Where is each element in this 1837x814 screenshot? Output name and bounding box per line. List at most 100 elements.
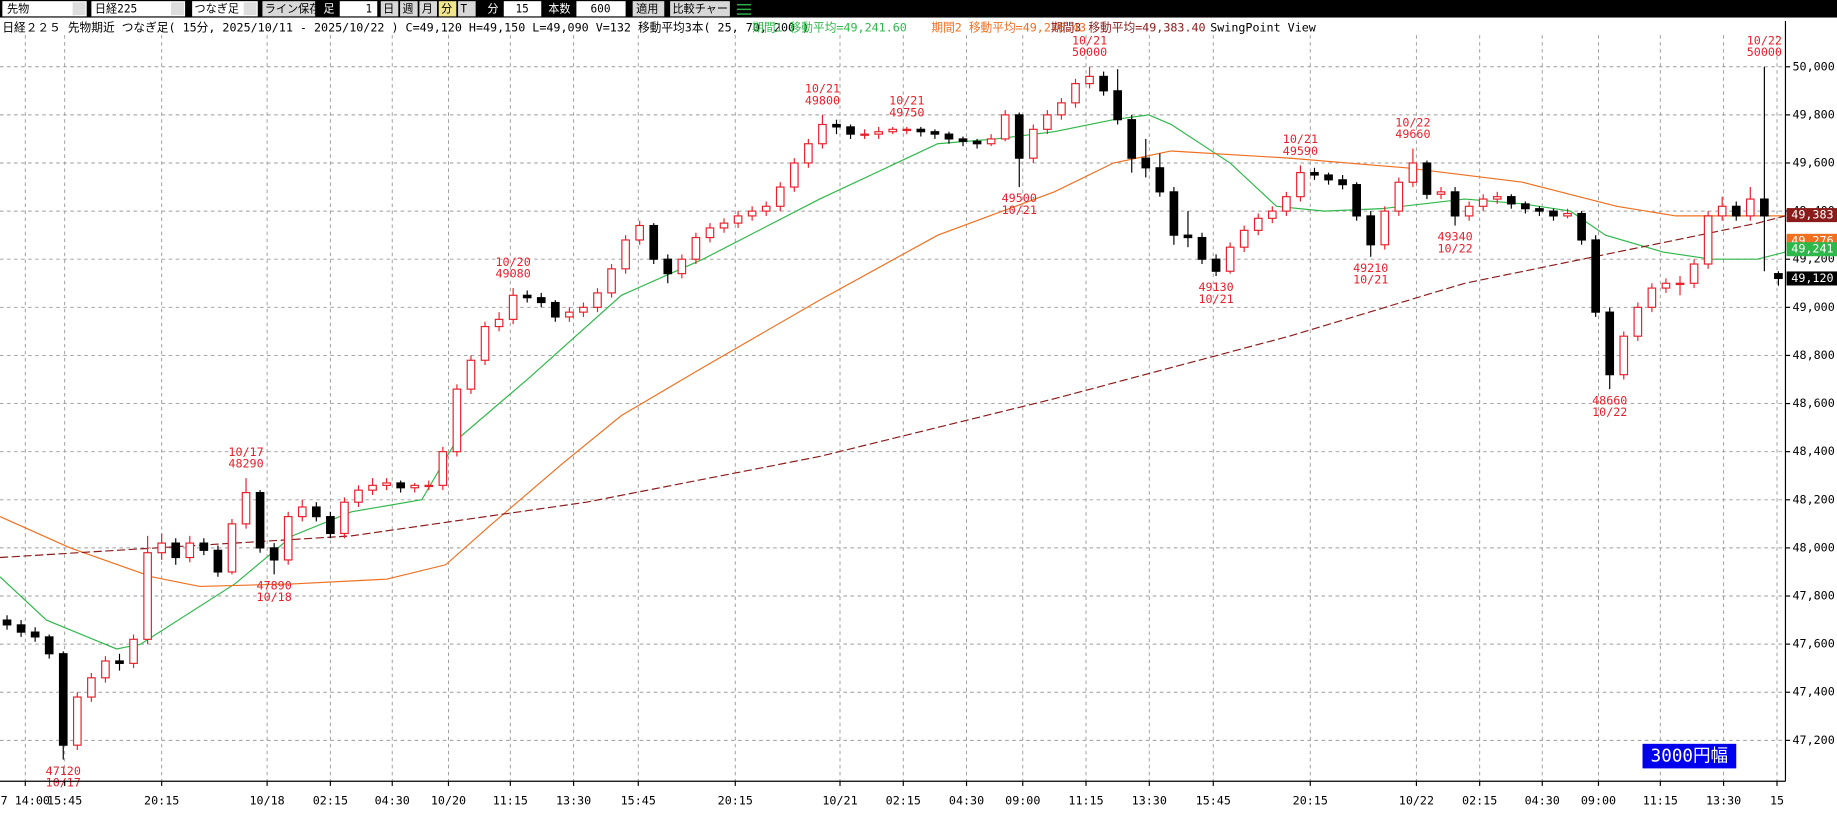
count: 600	[590, 2, 610, 15]
candle-body	[1253, 217, 1263, 231]
candle-body	[1703, 215, 1713, 265]
x-tick-label: 13:30	[1132, 794, 1167, 808]
candle-body	[789, 162, 799, 188]
candle-body	[368, 484, 377, 491]
instrument-select[interactable]	[2, 1, 87, 17]
candle-body	[860, 133, 869, 136]
period-button[interactable]	[458, 1, 476, 17]
swing-label: 10/21	[889, 94, 924, 108]
candle-body	[1436, 191, 1446, 195]
swing-label: 48290	[228, 457, 263, 471]
candle-body	[143, 552, 152, 640]
save: ライン保存	[265, 1, 321, 15]
index: 日経225	[95, 2, 137, 15]
candle-body	[129, 638, 138, 664]
candle-body	[213, 549, 223, 573]
chart-title: 日経２２５ 先物期近 つなぎ足( 15分, 2025/10/11 - 2025/…	[2, 21, 809, 35]
candle-body	[888, 128, 898, 133]
swing-label: 49500	[1002, 191, 1037, 205]
candle-body	[1267, 210, 1277, 219]
x-tick-label: 10/22	[1399, 794, 1434, 808]
period: 週	[402, 2, 413, 15]
period-button[interactable]	[419, 1, 437, 17]
candle-body	[1394, 181, 1404, 212]
swing-label: 49130	[1198, 280, 1233, 294]
interval: 15	[515, 2, 528, 15]
legend-entry: 期間2 移動平均=49,276.43	[931, 21, 1086, 35]
candle-body	[1380, 210, 1390, 246]
candle-body	[691, 236, 701, 260]
swing-label: 10/22	[1747, 34, 1782, 48]
apply-button[interactable]	[632, 1, 665, 17]
candle-body	[1197, 236, 1207, 260]
candle-body	[410, 484, 420, 489]
candle-body	[2, 619, 12, 626]
period-button[interactable]	[438, 1, 457, 17]
candle-body	[241, 491, 251, 525]
candle-body	[1549, 210, 1558, 217]
bar-count-input[interactable]	[339, 1, 378, 17]
candle-body	[565, 311, 574, 318]
index-select[interactable]	[91, 1, 186, 17]
x-tick-label: 09:00	[1581, 794, 1616, 808]
candle-body	[466, 359, 476, 390]
candle-body	[185, 542, 195, 559]
y-tick-label: 50,000	[1792, 59, 1834, 73]
swing-label: 10/22	[1592, 405, 1627, 419]
candle-body	[424, 484, 434, 488]
candle-body	[199, 542, 209, 551]
price-badge	[1786, 242, 1837, 257]
candle-body	[1478, 198, 1488, 207]
swing-label: 10/22	[1395, 115, 1430, 129]
candle-body	[1225, 246, 1235, 272]
candle-body	[227, 523, 237, 573]
candle-body	[621, 239, 630, 270]
price-badge	[1786, 208, 1837, 223]
candle-body	[677, 258, 687, 275]
candle-body	[340, 501, 349, 535]
candle-body	[1605, 311, 1615, 376]
y-tick-label: 48,000	[1792, 540, 1834, 554]
candle-body	[1366, 215, 1376, 246]
swing-label: 10/17	[228, 445, 263, 459]
period-button[interactable]	[400, 1, 418, 17]
candle-body	[1760, 198, 1769, 217]
swing-label: 10/21	[805, 82, 840, 96]
y-tick-label: 48,600	[1792, 396, 1834, 410]
count-input[interactable]	[576, 1, 626, 17]
candle-body	[157, 542, 167, 554]
count-label: 本数	[548, 1, 570, 15]
x-tick-label: 15	[1770, 794, 1784, 808]
candle-body	[550, 301, 560, 318]
candle-body	[171, 542, 181, 559]
candle-body	[958, 138, 968, 142]
candle-body	[1689, 263, 1699, 284]
candle-body	[1731, 205, 1741, 217]
save-button[interactable]	[262, 1, 316, 17]
interval-input[interactable]	[503, 1, 542, 17]
candle-body	[1661, 282, 1671, 289]
swing-label: 10/21	[1198, 292, 1233, 306]
candle-body	[1141, 157, 1151, 169]
instrument: 先物	[7, 1, 29, 15]
dropdown-arrow	[243, 2, 257, 16]
period: 分	[441, 2, 452, 15]
candle-body	[1155, 167, 1165, 193]
x-tick-label: 20:15	[718, 794, 753, 808]
mode: つなぎ足	[194, 1, 238, 15]
menu-icon[interactable]	[736, 3, 751, 15]
candle-body	[1169, 191, 1179, 236]
candle-body	[846, 126, 855, 135]
candle-body	[1408, 162, 1418, 183]
mode-select[interactable]	[192, 1, 258, 17]
candle-body	[1745, 198, 1755, 217]
y-tick-label: 49,800	[1792, 107, 1834, 121]
candle-body	[1000, 114, 1010, 140]
compare-button[interactable]	[670, 1, 730, 17]
candle-body	[269, 547, 279, 561]
dropdown-arrow	[171, 2, 184, 16]
period-button[interactable]	[380, 1, 399, 17]
